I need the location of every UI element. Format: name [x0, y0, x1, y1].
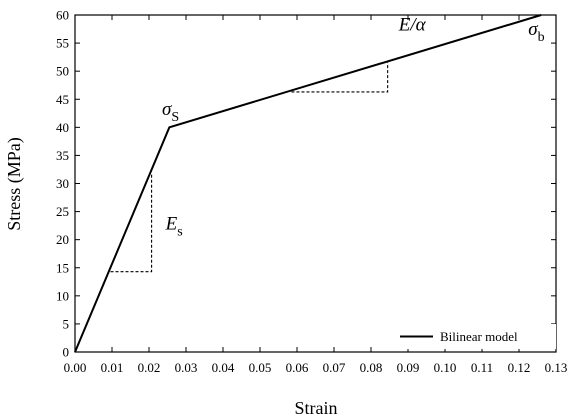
series	[74, 14, 542, 353]
annotation-sigma-s: σS	[162, 99, 179, 125]
y-tick-label: 55	[56, 36, 69, 51]
x-tick-label: 0.00	[64, 360, 87, 375]
series-line-bilinear-model	[74, 14, 542, 353]
x-tick-label: 0.12	[508, 360, 531, 375]
slope-triangle-1	[110, 174, 153, 273]
x-tick-label: 0.03	[175, 360, 198, 375]
legend-label-bilinear-model: Bilinear model	[440, 329, 518, 344]
x-tick-label: 0.04	[212, 360, 235, 375]
annotation-E-alpha: E/α	[398, 15, 427, 36]
x-tick-label: 0.11	[471, 360, 493, 375]
y-axis-label: Stress (MPa)	[4, 137, 25, 231]
y-tick-label: 50	[56, 64, 69, 79]
y-tick-label: 30	[56, 176, 69, 191]
x-tick-label: 0.01	[101, 360, 124, 375]
y-tick-label: 40	[56, 120, 69, 135]
y-tick-label: 45	[56, 92, 69, 107]
x-tick-label: 0.09	[397, 360, 420, 375]
axes: 0.00 0.01 0.02 0.03 0.04 0.05 0.06 0.07 0.08 0.09…	[56, 8, 567, 376]
annotation-sigma-b: σb	[528, 19, 544, 45]
y-tick-label: 20	[56, 232, 69, 247]
x-tick-label: 0.07	[323, 360, 346, 375]
x-tick-label: 0.13	[545, 360, 568, 375]
x-axis-label: Strain	[295, 398, 338, 418]
x-tick-label: 0.08	[360, 360, 383, 375]
annotations: σS σb Es E/α	[162, 15, 545, 240]
legend: Bilinear model	[392, 324, 556, 349]
y-tick-label: 0	[63, 345, 70, 360]
x-tick-label: 0.05	[249, 360, 272, 375]
x-tick-label: 0.06	[286, 360, 309, 375]
annotation-E-s: Es	[165, 214, 183, 240]
y-tick-label: 35	[56, 148, 69, 163]
y-tick-label: 5	[63, 316, 70, 331]
slope-indicators	[110, 62, 389, 273]
x-tick-label: 0.10	[434, 360, 457, 375]
y-tick-label: 10	[56, 288, 69, 303]
x-tick-label: 0.02	[138, 360, 161, 375]
y-tick-label: 60	[56, 8, 69, 23]
y-tick-label: 25	[56, 204, 69, 219]
slope-triangle-2	[291, 62, 389, 93]
y-tick-label: 15	[56, 260, 69, 275]
